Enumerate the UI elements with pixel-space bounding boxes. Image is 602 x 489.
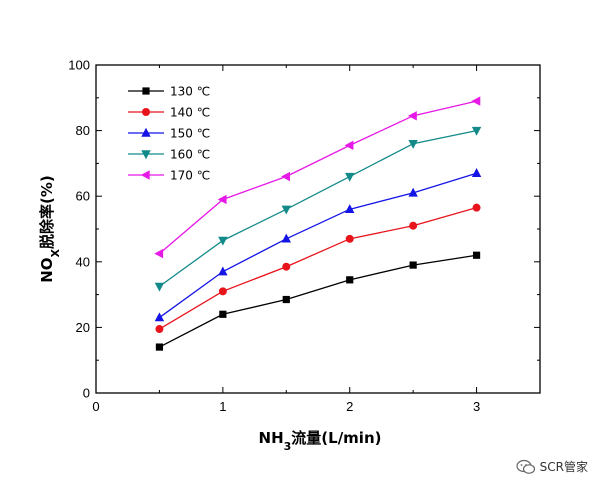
watermark: SCR管家 [516,458,588,475]
data-point [155,325,164,334]
legend-marker [141,150,151,160]
data-point [345,172,355,182]
series-layer [154,96,482,351]
wechat-icon [516,459,535,474]
series-line [159,254,477,348]
legend-item: 130 ℃ [128,85,210,99]
data-point [346,276,354,284]
y-tick-label: 100 [68,58,90,73]
x-tick-label: 1 [219,399,226,414]
x-tick-label: 0 [92,399,99,414]
series-4 [154,96,481,259]
data-point [154,312,165,322]
data-point [408,187,418,197]
data-point [154,248,164,259]
data-point [281,171,290,182]
y-tick-label: 40 [76,254,90,269]
y-tick-label: 60 [76,189,90,204]
data-point [282,295,290,304]
legend-item: 150 ℃ [128,127,210,141]
series-1 [155,203,481,334]
data-point [471,126,482,136]
legend-item: 170 ℃ [128,169,210,183]
x-tick-label: 3 [473,399,480,414]
data-point [217,194,227,205]
legend-label: 160 ℃ [170,148,210,162]
data-point [407,111,417,121]
data-point [409,261,417,269]
series-line [159,100,477,255]
data-point [218,266,228,276]
legend-marker [140,170,150,180]
axis-ticks: 0 1 2 3 0 20 40 60 80 100 [68,58,540,414]
data-point [472,251,481,259]
legend: 130 ℃ 140 ℃ 150 ℃ 160 ℃ 170 ℃ [128,85,210,183]
legend-label: 140 ℃ [170,106,210,120]
series-line [159,207,477,330]
legend-item: 160 ℃ [128,148,210,162]
data-point [218,236,228,246]
series-0 [155,251,481,351]
legend-marker [142,108,150,116]
data-point [345,234,354,243]
data-point [281,205,291,215]
y-tick-label: 20 [76,320,90,335]
data-point [218,287,227,296]
legend-label: 150 ℃ [170,127,210,141]
data-point [219,310,227,318]
data-point [471,96,481,106]
y-tick-label: 0 [83,386,90,401]
data-point [155,343,164,351]
data-point [344,140,354,151]
watermark-text: SCR管家 [539,460,588,474]
data-point [472,203,481,212]
y-axis-title: NOX脱除率(%) [38,175,62,283]
series-line [159,172,477,319]
legend-marker [141,127,151,137]
data-point [471,168,482,177]
y-tick-label: 80 [76,123,90,138]
legend-label: 170 ℃ [170,169,210,183]
x-tick-label: 2 [346,399,353,414]
legend-label: 130 ℃ [170,85,210,99]
legend-marker [142,87,150,95]
data-point [154,282,165,292]
data-point [408,140,418,149]
data-point [345,204,355,214]
legend-item: 140 ℃ [128,106,210,120]
series-line [159,129,477,287]
series-2 [154,168,482,322]
data-point [409,221,418,230]
data-point [281,233,291,243]
x-axis-title: NH3流量(L/min) [259,429,382,453]
data-point [282,262,291,271]
series-3 [154,126,482,292]
